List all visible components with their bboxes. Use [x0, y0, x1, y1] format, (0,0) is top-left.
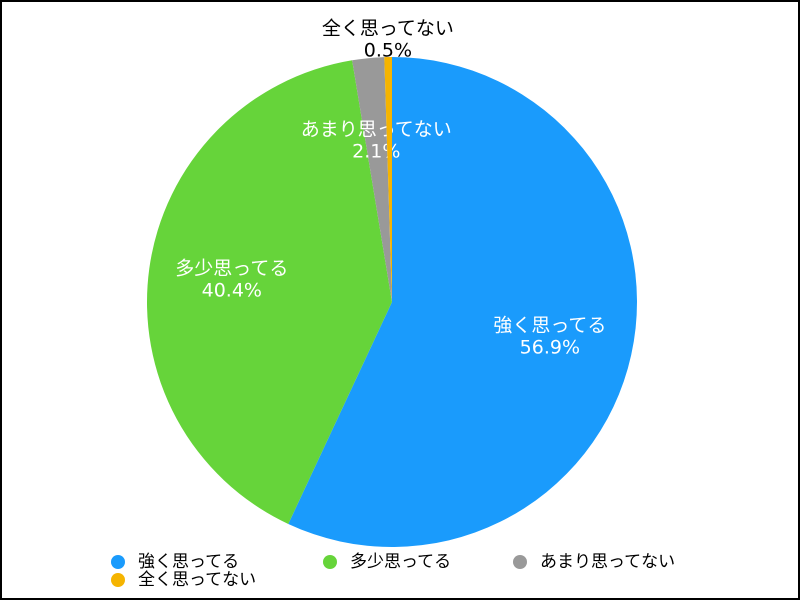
pie-slice — [147, 60, 392, 524]
slice-value: 2.1% — [352, 141, 400, 163]
legend-label: 多少思ってる — [350, 552, 451, 572]
slice-value: 0.5% — [364, 39, 412, 61]
legend-marker — [323, 555, 337, 569]
legend-label: あまり思ってない — [540, 552, 675, 572]
legend-label: 全く思ってない — [138, 570, 256, 590]
legend-marker — [111, 555, 125, 569]
slice-value: 40.4% — [202, 279, 262, 301]
pie-slice — [352, 57, 392, 302]
legend-label: 強く思ってる — [138, 552, 239, 572]
slice-label: あまり思ってない — [301, 119, 452, 141]
slice-value: 56.9% — [520, 337, 580, 359]
legend-marker — [513, 555, 527, 569]
pie-slice — [288, 57, 638, 548]
slice-label: 多少思ってる — [175, 257, 288, 279]
pie-slice — [384, 57, 392, 302]
slice-label: 全く思ってない — [322, 17, 454, 39]
legend-marker — [111, 573, 125, 587]
slice-label: 強く思ってる — [493, 315, 606, 337]
